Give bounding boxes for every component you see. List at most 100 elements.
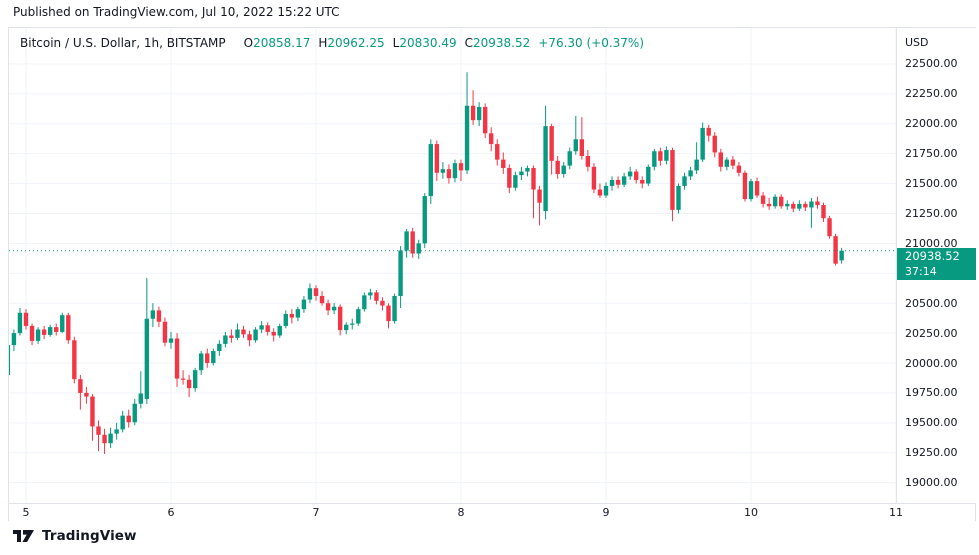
candle (41, 325, 47, 340)
ohlc-value: 20858.17 (253, 36, 311, 50)
candle-body (561, 165, 566, 174)
candle-body (682, 176, 687, 186)
candle-body (241, 329, 246, 335)
candle (464, 72, 470, 174)
time-tick-label[interactable]: 6 (167, 506, 175, 519)
chart-plot-area[interactable]: Bitcoin / U.S. Dollar, 1h, BITSTAMP O2085… (9, 28, 896, 503)
time-axis[interactable]: 5 6 7 8 9 10 11 (9, 503, 975, 521)
time-tick-label[interactable]: 7 (312, 506, 320, 519)
candle-body (658, 151, 663, 161)
candle-body (289, 313, 295, 318)
candle (555, 156, 560, 179)
candle (736, 162, 742, 177)
candle-body (567, 151, 572, 166)
candle-body (307, 288, 313, 300)
candle (428, 139, 433, 204)
candle-body (374, 292, 379, 301)
candle (241, 325, 246, 338)
candle (108, 427, 113, 448)
tradingview-logo-link[interactable]: TradingView (13, 528, 137, 544)
candle-body (271, 331, 276, 336)
candle-body (156, 310, 162, 322)
candle-body (386, 305, 391, 322)
candle-body (670, 150, 675, 210)
candle-body (404, 231, 409, 251)
candle-body (482, 106, 488, 134)
candle (452, 159, 458, 183)
candle-body (368, 292, 373, 296)
candle (567, 147, 572, 170)
candle (495, 139, 500, 166)
candle (84, 386, 89, 404)
candle-body (742, 172, 748, 200)
candle-body (640, 179, 645, 184)
candle (573, 115, 578, 155)
time-tick-label[interactable]: 10 (744, 506, 758, 519)
candle-body (537, 189, 542, 203)
candle-body (211, 351, 216, 364)
candle (174, 333, 180, 387)
candle-body (283, 313, 288, 326)
candle (682, 172, 687, 190)
candle (543, 105, 548, 220)
candle (694, 142, 699, 174)
candle-body (446, 169, 452, 179)
candle-body (344, 324, 349, 331)
candle-body (766, 203, 772, 207)
candle-body (186, 379, 192, 389)
time-tick-label[interactable]: 5 (22, 506, 30, 519)
candle-body (174, 338, 180, 379)
candle (652, 148, 657, 171)
candle (217, 340, 222, 356)
candle-body (597, 189, 603, 196)
price-gridlines (9, 63, 896, 484)
candle-body (730, 159, 736, 166)
candle (525, 165, 530, 177)
price-tick-label: 22500.00 (905, 57, 958, 71)
candle (313, 285, 319, 301)
candle-body (501, 159, 506, 168)
candle (658, 147, 663, 166)
price-axis[interactable]: USD 22500.00 22250.00 22000.00 21750.00 2150… (896, 28, 976, 503)
candle (229, 329, 234, 343)
time-tick-label[interactable]: 11 (889, 506, 903, 519)
candle (827, 215, 832, 239)
candle (791, 201, 796, 213)
candle-body (96, 426, 101, 435)
candle-body (688, 170, 693, 177)
candle-body (29, 325, 35, 341)
price-tick-label: 19000.00 (905, 476, 958, 490)
candle (54, 323, 59, 336)
candle (277, 323, 282, 338)
candle (374, 290, 379, 305)
price-tick-label: 21000.00 (905, 236, 958, 250)
candle (591, 163, 597, 194)
candle (235, 323, 240, 341)
candlestick-chart[interactable] (9, 28, 896, 503)
candle (72, 336, 77, 384)
candle (386, 303, 391, 329)
candle-body (192, 370, 198, 389)
candle-body (634, 171, 639, 180)
candle-body (724, 159, 730, 167)
time-tick-label[interactable]: 9 (602, 506, 610, 519)
candle-body (313, 288, 319, 297)
candle-body (700, 127, 705, 160)
candle (11, 329, 17, 352)
candle-body (331, 306, 337, 311)
candle-body (54, 327, 59, 332)
candle-body (398, 250, 403, 297)
candle-body (132, 403, 137, 423)
last-price-badge: 20938.52 37:14 (897, 247, 976, 280)
candle (712, 132, 717, 158)
price-tick-label: 19250.00 (905, 446, 958, 460)
candle (410, 227, 415, 258)
candle (688, 166, 693, 180)
candle (223, 331, 228, 348)
candle (531, 165, 536, 219)
time-tick-label[interactable]: 8 (457, 506, 465, 519)
candle (404, 229, 409, 258)
candle-body (772, 196, 778, 207)
symbol-title: Bitcoin / U.S. Dollar, 1h, BITSTAMP (20, 36, 226, 50)
